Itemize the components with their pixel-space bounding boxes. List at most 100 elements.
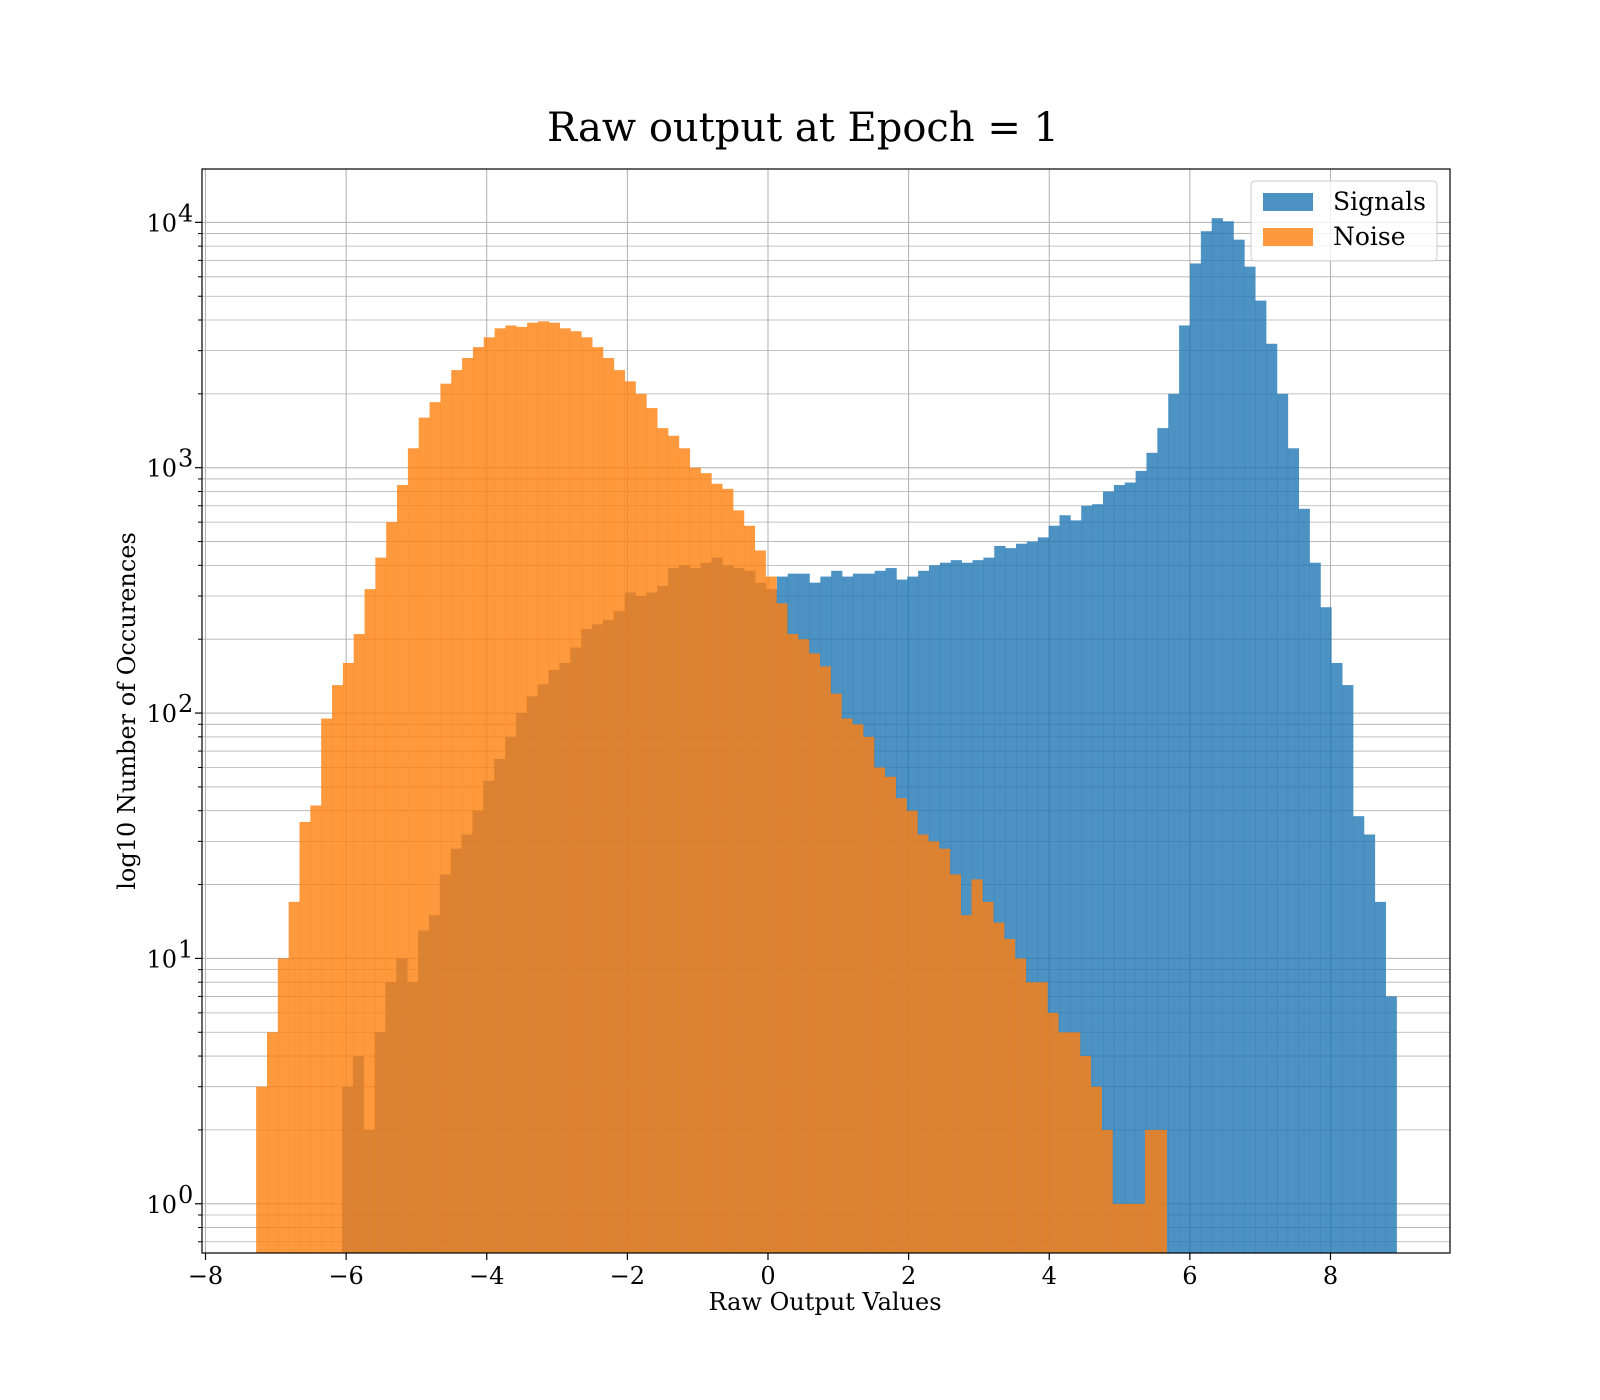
legend-label-noise: Noise <box>1333 222 1406 251</box>
bar-signals <box>1266 343 1278 1253</box>
bar-signals <box>1048 525 1060 1253</box>
bar-noise <box>592 347 604 1253</box>
x-tick-label: −8 <box>188 1262 223 1290</box>
bar-signals <box>1363 834 1376 1253</box>
bar-noise <box>635 393 647 1253</box>
bar-signals <box>961 562 973 1253</box>
bar-noise <box>1155 1129 1167 1253</box>
bar-signals <box>1244 266 1256 1253</box>
bar-noise <box>841 718 853 1253</box>
bar-noise <box>364 589 376 1253</box>
bar-noise <box>1090 1086 1102 1253</box>
bar-noise <box>743 525 756 1253</box>
y-tick-exponent: 1 <box>178 935 193 963</box>
bar-signals <box>1113 485 1126 1253</box>
y-axis-label: log10 Number of Occurences <box>113 532 141 890</box>
bar-signals <box>1276 393 1289 1253</box>
bar-signals <box>1179 325 1191 1253</box>
bar-noise <box>863 736 875 1253</box>
bar-noise <box>939 848 951 1253</box>
bar-noise <box>895 798 907 1253</box>
bar-signals <box>1157 428 1169 1253</box>
bar-noise <box>462 358 474 1253</box>
bar-noise <box>1014 958 1027 1253</box>
y-tick-label: 10 <box>146 700 177 728</box>
bar-signals <box>1059 515 1071 1253</box>
bar-noise <box>1047 1012 1059 1253</box>
bar-noise <box>613 370 625 1254</box>
bar-noise <box>440 383 452 1253</box>
bar-noise <box>776 603 788 1253</box>
bar-noise <box>483 337 495 1254</box>
bar-noise <box>570 331 582 1253</box>
bar-noise <box>906 810 918 1253</box>
x-tick-label: 0 <box>760 1262 775 1290</box>
bar-noise <box>884 776 896 1253</box>
bar-noise <box>1144 1129 1157 1253</box>
y-tick-exponent: 2 <box>178 690 193 718</box>
bar-noise <box>873 767 886 1253</box>
bar-signals <box>1222 221 1234 1254</box>
bar-signals <box>1331 662 1343 1253</box>
bar-noise <box>765 576 777 1253</box>
y-tick-label: 10 <box>146 455 177 483</box>
bar-noise <box>1123 1203 1135 1253</box>
bar-noise <box>418 417 430 1253</box>
bar-noise <box>559 328 571 1254</box>
bar-signals <box>1026 541 1039 1253</box>
bar-noise <box>960 915 972 1253</box>
bar-noise <box>646 408 658 1254</box>
bar-noise <box>819 666 831 1253</box>
x-axis-ticks: −8 −6 −4 −2 0 2 4 6 8 <box>188 1253 1338 1290</box>
bar-noise <box>798 639 810 1253</box>
bar-noise <box>928 841 940 1253</box>
bar-noise <box>342 662 354 1253</box>
bar-noise <box>603 358 615 1253</box>
bar-noise <box>537 321 550 1253</box>
bar-signals <box>1037 537 1049 1253</box>
bar-noise <box>689 467 701 1253</box>
bar-signals <box>1298 508 1310 1254</box>
x-tick-label: 6 <box>1182 1262 1197 1290</box>
bar-signals <box>1374 901 1386 1253</box>
legend: Signals Noise <box>1250 180 1438 262</box>
legend-swatch-signals <box>1263 193 1313 211</box>
bar-noise <box>494 328 506 1254</box>
bar-signals <box>1200 231 1213 1254</box>
bar-noise <box>711 483 723 1253</box>
bar-noise <box>700 473 712 1253</box>
bar-noise <box>1112 1203 1124 1253</box>
bar-signals <box>1168 393 1180 1253</box>
bar-noise <box>505 325 517 1253</box>
legend-swatch-noise <box>1263 228 1313 246</box>
bar-noise <box>1036 982 1048 1253</box>
bar-noise <box>472 347 485 1253</box>
bar-signals <box>1255 300 1267 1253</box>
x-tick-label: −2 <box>610 1262 645 1290</box>
bar-noise <box>1058 1032 1070 1253</box>
bar-noise <box>722 488 734 1253</box>
bar-noise <box>1134 1203 1146 1253</box>
bar-signals <box>1005 548 1017 1253</box>
bar-noise <box>733 510 745 1254</box>
bar-noise <box>754 550 766 1253</box>
y-tick-label: 10 <box>146 209 177 237</box>
bar-signals <box>1287 448 1300 1253</box>
bar-signals <box>1103 491 1115 1253</box>
bar-noise <box>1101 1129 1113 1253</box>
bar-signals <box>1135 470 1147 1253</box>
bar-signals <box>1385 996 1397 1253</box>
x-tick-label: −6 <box>328 1262 363 1290</box>
bar-signals <box>1320 607 1332 1253</box>
bar-noise <box>971 879 983 1253</box>
y-tick-exponent: 0 <box>178 1181 193 1209</box>
bar-noise <box>310 805 322 1253</box>
bar-signals <box>1092 504 1104 1254</box>
bar-noise <box>548 322 560 1253</box>
bar-noise <box>808 653 821 1253</box>
bar-noise <box>353 634 365 1253</box>
bar-signals <box>1211 218 1223 1254</box>
bar-noise <box>787 634 799 1253</box>
